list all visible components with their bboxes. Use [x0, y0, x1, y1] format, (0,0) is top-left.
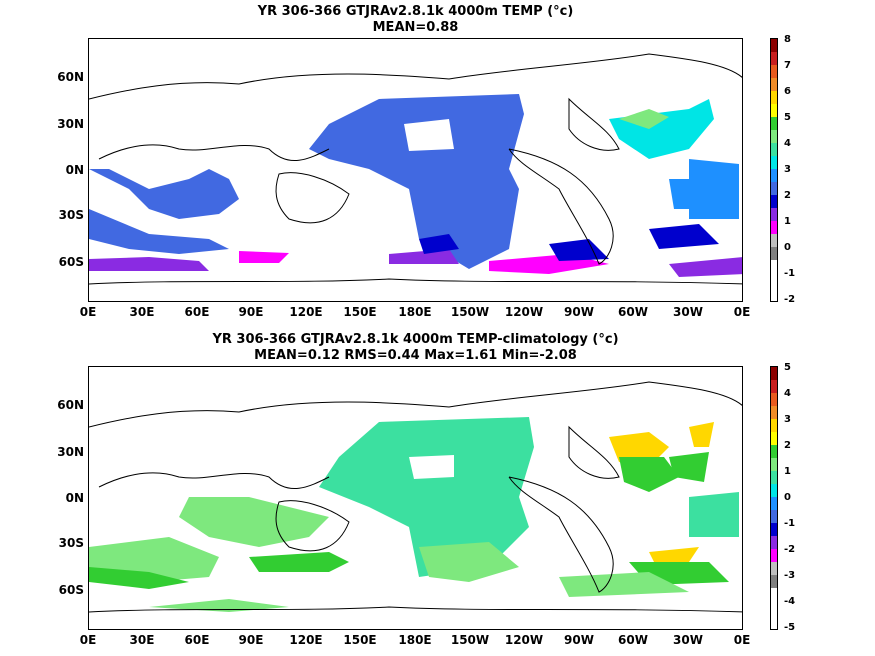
- p2-cbar-label: 0: [784, 492, 791, 503]
- panel1-field: [89, 53, 742, 285]
- p2-cbar-label: 4: [784, 388, 791, 399]
- p1-lon-label: 150W: [450, 305, 490, 319]
- p2-lon-label: 120W: [504, 633, 544, 647]
- p2-cbar-label: -5: [784, 622, 796, 633]
- p2-lat-0n: 0N: [65, 491, 84, 505]
- p2-colorbar: [770, 366, 778, 630]
- p1-lon-label: 90W: [564, 305, 594, 319]
- p2-lon-label: 30E: [129, 633, 155, 647]
- p2-cbar-label: 1: [784, 466, 791, 477]
- p2-lat-60s: 60S: [58, 583, 84, 597]
- p2-lon-label: 0E: [733, 633, 751, 647]
- p1-lon-label: 30E: [129, 305, 155, 319]
- p2-lon-label: 0E: [79, 633, 97, 647]
- p1-cbar-label: 0: [784, 242, 791, 253]
- p2-cbar-label: -3: [784, 570, 796, 581]
- p1-lat-30s: 30S: [58, 208, 84, 222]
- p2-lon-label: 150W: [450, 633, 490, 647]
- panel1-title-line2: MEAN=0.88: [372, 20, 459, 35]
- p1-cbar-label: 5: [784, 112, 791, 123]
- p1-lat-30n: 30N: [57, 117, 84, 131]
- p1-lat-60n: 60N: [57, 70, 84, 84]
- panel2-title-line1: YR 306-366 GTJRAv2.8.1k 4000m TEMP-clima…: [212, 332, 619, 347]
- p2-lat-60n: 60N: [57, 398, 84, 412]
- p1-cbar-label: 7: [784, 60, 791, 71]
- p2-lon-label: 120E: [289, 633, 323, 647]
- panel1-title-line1: YR 306-366 GTJRAv2.8.1k 4000m TEMP (°c): [257, 4, 574, 19]
- p1-cbar-label: 3: [784, 164, 791, 175]
- p2-lon-label: 60W: [618, 633, 648, 647]
- p1-cbar-label: 4: [784, 138, 791, 149]
- p1-cbar-label: -2: [784, 294, 796, 305]
- p2-lon-label: 30W: [673, 633, 703, 647]
- p1-cbar-label: 2: [784, 190, 791, 201]
- p1-cbar-label: -1: [784, 268, 796, 279]
- p2-cbar-label: -4: [784, 596, 796, 607]
- p2-lon-label: 60E: [184, 633, 210, 647]
- p1-lon-label: 150E: [343, 305, 377, 319]
- panel2-title: YR 306-366 GTJRAv2.8.1k 4000m TEMP-clima…: [88, 332, 743, 364]
- p2-cbar-label: -1: [784, 518, 796, 529]
- p2-cbar-label: 3: [784, 414, 791, 425]
- p1-lon-label: 0E: [733, 305, 751, 319]
- p2-lon-label: 90W: [564, 633, 594, 647]
- p1-colorbar: [770, 38, 778, 302]
- p1-cbar-label: 8: [784, 34, 791, 45]
- p1-lon-label: 60W: [618, 305, 648, 319]
- p1-lon-label: 180E: [398, 305, 432, 319]
- panel2-map: [88, 366, 743, 630]
- p2-lon-label: 180E: [398, 633, 432, 647]
- panel2-title-line2: MEAN=0.12 RMS=0.44 Max=1.61 Min=-2.08: [254, 348, 577, 363]
- p1-lon-label: 120W: [504, 305, 544, 319]
- p1-cbar-label: 6: [784, 86, 791, 97]
- p2-cbar-label: 2: [784, 440, 791, 451]
- p2-cbar-label: 5: [784, 362, 791, 373]
- p2-lat-30n: 30N: [57, 445, 84, 459]
- p1-lat-0n: 0N: [65, 163, 84, 177]
- panel2-field: [89, 381, 742, 613]
- p2-lon-label: 90E: [238, 633, 264, 647]
- p2-lon-label: 150E: [343, 633, 377, 647]
- p1-lon-label: 30W: [673, 305, 703, 319]
- p1-lon-label: 90E: [238, 305, 264, 319]
- panel1-map: [88, 38, 743, 302]
- p1-lat-60s: 60S: [58, 255, 84, 269]
- p2-lat-30s: 30S: [58, 536, 84, 550]
- panel1-title: YR 306-366 GTJRAv2.8.1k 4000m TEMP (°c) …: [88, 4, 743, 36]
- p1-lon-label: 60E: [184, 305, 210, 319]
- p2-cbar-label: -2: [784, 544, 796, 555]
- p1-cbar-label: 1: [784, 216, 791, 227]
- p1-lon-label: 120E: [289, 305, 323, 319]
- p1-lon-label: 0E: [79, 305, 97, 319]
